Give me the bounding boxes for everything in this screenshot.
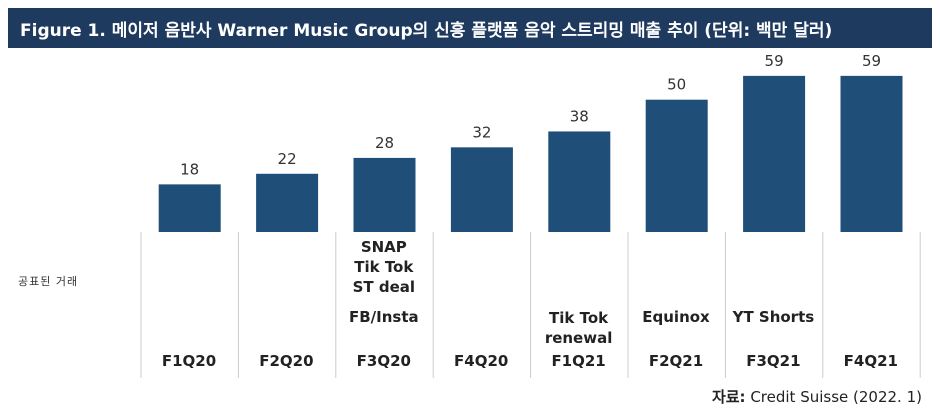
deal-annotation-line: FB/Insta <box>348 308 419 326</box>
bar-f3q20 <box>353 157 416 232</box>
bar-f1q20 <box>158 184 221 232</box>
tick-label-f1q21: F1Q21 <box>551 352 606 370</box>
deal-annotation-line: ST deal <box>352 278 416 296</box>
deal-annotation: SNAP Tik Tok ST deal <box>336 237 432 297</box>
deal-annotation: FB/Insta <box>336 307 432 327</box>
value-label-f3q20: 28 <box>375 134 394 152</box>
source-note: 자료: Credit Suisse (2022. 1) <box>712 386 922 407</box>
deal-annotation: YT Shorts <box>725 307 821 327</box>
tick-label-f2q21: F2Q21 <box>648 352 704 370</box>
chart-title: Figure 1. 메이저 음반사 Warner Music Group의 신흥… <box>8 8 932 48</box>
bar-f1q21 <box>548 131 611 232</box>
tick-label-f4q20: F4Q20 <box>454 352 509 370</box>
bar-f2q20 <box>256 173 319 232</box>
row-label: 공표된 거래 <box>18 275 79 288</box>
tick-label-f4q21: F4Q21 <box>843 352 898 370</box>
deal-annotation-line: Tik Tok <box>549 309 609 327</box>
tick-label-f3q21: F3Q21 <box>746 352 801 370</box>
value-label-f1q21: 38 <box>570 107 589 125</box>
bar-f4q21 <box>840 75 903 232</box>
source-text: Credit Suisse (2022. 1) <box>750 388 922 406</box>
bar-f2q21 <box>645 99 708 232</box>
tick-label-f1q20: F1Q20 <box>161 352 217 370</box>
value-label-f2q20: 22 <box>278 150 297 168</box>
tick-label-f3q20: F3Q20 <box>356 352 411 370</box>
deal-annotation: Tik Tok renewal <box>531 308 627 348</box>
tick-label-f2q20: F2Q20 <box>259 352 314 370</box>
deal-annotation-line: SNAP <box>360 238 407 256</box>
deal-annotation-line: Equinox <box>642 308 710 326</box>
bar-f3q21 <box>743 75 806 232</box>
deal-annotation-line: YT Shorts <box>732 308 815 326</box>
deal-annotation: Equinox <box>628 307 724 327</box>
value-label-f4q20: 32 <box>472 123 491 141</box>
value-label-f4q21: 59 <box>862 52 881 70</box>
value-label-f3q21: 59 <box>765 52 784 70</box>
value-label-f2q21: 50 <box>667 76 686 94</box>
source-label: 자료: <box>711 388 746 406</box>
deal-annotation-line: Tik Tok <box>354 258 414 276</box>
deal-annotation-line: renewal <box>544 329 613 347</box>
value-label-f1q20: 18 <box>180 160 199 178</box>
bar-f4q20 <box>450 147 513 232</box>
